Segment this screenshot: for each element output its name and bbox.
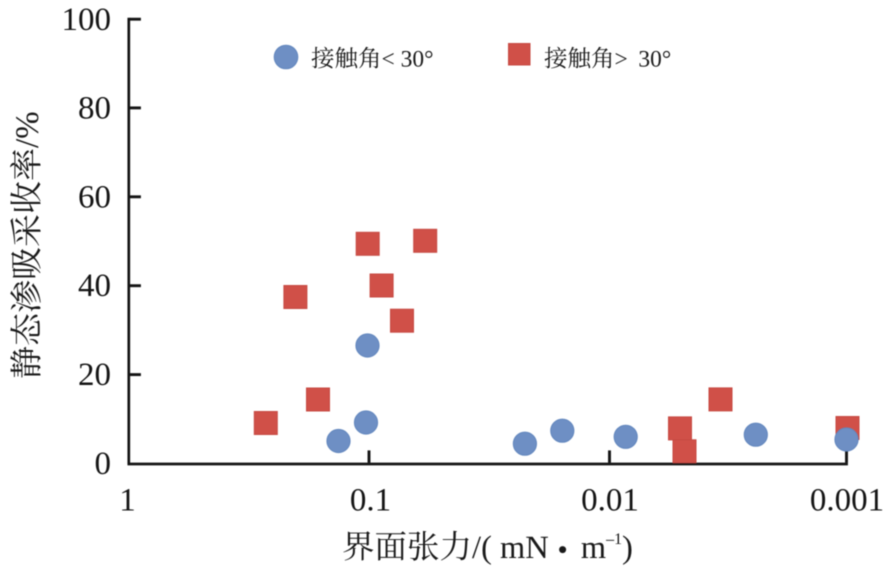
svg-text:60: 60 [78, 179, 111, 215]
svg-text:100: 100 [62, 2, 112, 38]
svg-text:0: 0 [95, 446, 112, 482]
svg-text:0.001: 0.001 [810, 483, 884, 519]
svg-text:1: 1 [119, 483, 136, 519]
svg-text:40: 40 [78, 268, 111, 304]
svg-text:0.1: 0.1 [350, 483, 391, 519]
svg-text:0.01: 0.01 [581, 483, 639, 519]
svg-text:80: 80 [78, 90, 111, 126]
svg-text:20: 20 [78, 357, 111, 393]
